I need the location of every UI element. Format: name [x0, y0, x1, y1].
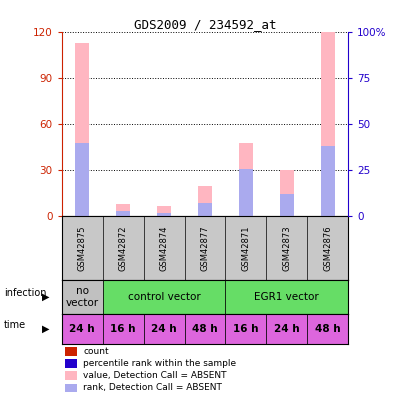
Text: 48 h: 48 h [315, 324, 341, 334]
Text: 24 h: 24 h [151, 324, 177, 334]
Text: ▶: ▶ [42, 324, 49, 334]
Text: GSM42873: GSM42873 [282, 225, 291, 271]
Bar [307, 314, 348, 344]
Bar [239, 143, 253, 216]
Bar [198, 186, 212, 216]
Bar [75, 43, 89, 216]
Bar [144, 314, 185, 344]
Text: infection: infection [4, 288, 47, 298]
Bar [185, 314, 225, 344]
Title: GDS2009 / 234592_at: GDS2009 / 234592_at [134, 18, 276, 31]
Bar [225, 314, 266, 344]
Text: GSM42876: GSM42876 [323, 225, 332, 271]
Text: GSM42872: GSM42872 [119, 225, 128, 271]
Text: 48 h: 48 h [192, 324, 218, 334]
Bar [103, 314, 144, 344]
Bar [321, 147, 335, 216]
Bar [157, 206, 171, 216]
Bar [116, 211, 130, 216]
Text: 24 h: 24 h [274, 324, 300, 334]
Text: value, Detection Call = ABSENT: value, Detection Call = ABSENT [83, 371, 227, 380]
Text: EGR1 vector: EGR1 vector [254, 292, 319, 302]
Text: GSM42874: GSM42874 [160, 225, 168, 271]
Text: percentile rank within the sample: percentile rank within the sample [83, 359, 236, 368]
Bar [239, 168, 253, 216]
Bar [280, 171, 294, 216]
Text: 16 h: 16 h [110, 324, 136, 334]
Text: control vector: control vector [128, 292, 201, 302]
Text: GSM42877: GSM42877 [201, 225, 209, 271]
Bar [103, 279, 225, 314]
Text: 24 h: 24 h [69, 324, 95, 334]
Bar [280, 194, 294, 216]
Bar [64, 359, 78, 368]
Bar [321, 32, 335, 216]
Bar [64, 384, 78, 392]
Bar [64, 347, 78, 356]
Text: 16 h: 16 h [233, 324, 259, 334]
Bar [75, 143, 89, 216]
Text: GSM42875: GSM42875 [78, 225, 87, 271]
Text: count: count [83, 347, 109, 356]
Bar [266, 314, 307, 344]
Text: rank, Detection Call = ABSENT: rank, Detection Call = ABSENT [83, 384, 222, 392]
Bar [225, 279, 348, 314]
Bar [64, 371, 78, 380]
Text: no
vector: no vector [66, 286, 99, 308]
Text: time: time [4, 320, 26, 330]
Bar [198, 203, 212, 216]
Bar [157, 213, 171, 216]
Bar [116, 204, 130, 216]
Text: GSM42871: GSM42871 [242, 225, 250, 271]
Bar [62, 279, 103, 314]
Text: ▶: ▶ [42, 292, 49, 302]
Bar [62, 314, 103, 344]
